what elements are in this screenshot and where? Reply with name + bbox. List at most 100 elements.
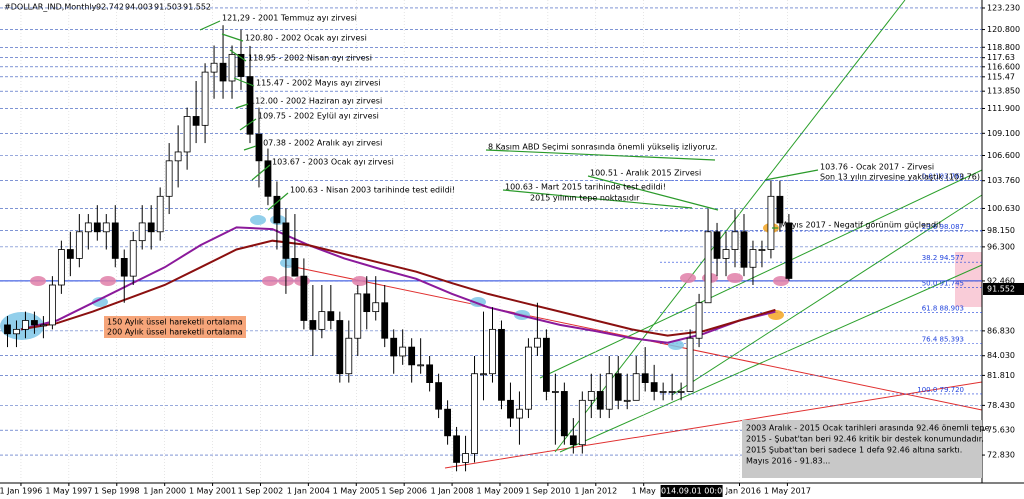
y-tick-label: 96.300 — [987, 242, 1015, 251]
candle-body — [498, 328, 505, 401]
candle-body — [704, 231, 712, 304]
fib-label: 38.2 94.577 — [922, 254, 964, 262]
legend-entry: 200 Aylık üssel hareketli ortalama — [107, 328, 243, 337]
x-tick-label: 1 Jan 2016 — [718, 487, 761, 496]
x-tick-label: 1 May 2001 — [189, 487, 236, 496]
x-tick-label: 1 Sep 2002 — [238, 487, 284, 496]
candle-body — [156, 195, 164, 233]
candle-body — [4, 324, 11, 335]
candle-body — [471, 373, 478, 454]
candle-body — [31, 320, 38, 326]
x-tick-label: 1 May 2005 — [333, 487, 380, 496]
moving-average — [20, 239, 776, 337]
candle-body — [273, 195, 281, 224]
y-tick-label: 103.760 — [987, 176, 1020, 185]
annotation-line — [485, 149, 716, 161]
candle-body — [605, 373, 613, 410]
info-line: 2003 Aralık - 2015 Ocak tarihleri arasın… — [746, 424, 989, 433]
legend-entry: 150 Aylık üssel hareketli ortalama — [107, 318, 243, 327]
candle-body — [417, 364, 425, 367]
fib-label: 61.8 88.903 — [922, 304, 964, 312]
annotation-line — [239, 118, 257, 131]
annotation-line — [235, 103, 249, 109]
annotation: 112.00 - 2002 Haziran ayı zirvesi — [250, 97, 382, 106]
candle-body — [641, 373, 649, 383]
legend-box — [104, 316, 246, 338]
info-box — [742, 420, 982, 478]
annotation: 109.75 - 2002 Eylül ayı zirvesi — [258, 112, 379, 121]
candle-body — [111, 222, 119, 259]
candle-body — [210, 62, 218, 73]
candle-body — [758, 249, 766, 251]
annotation: 115.47 - 2002 Mayıs ayı zirvesi — [256, 79, 381, 88]
candle-body — [102, 222, 110, 233]
y-tick-label: 84.030 — [987, 351, 1015, 360]
annotation: 100.63 - Nisan 2003 tarihinde test edild… — [290, 186, 455, 195]
candle-body — [713, 231, 721, 259]
info-line: 2015 - Şubat'tan beri 92.46 kritik bir d… — [746, 435, 984, 444]
candle-body — [372, 302, 380, 313]
candle-body — [426, 364, 434, 383]
marker — [100, 276, 116, 286]
trend-line — [444, 381, 983, 469]
candle-body — [282, 222, 290, 259]
annotation: Mayıs 2017 - Negatif görünüm güçlendi! — [780, 221, 942, 230]
marker — [92, 297, 108, 307]
price-tag — [983, 282, 1024, 295]
info-line: 2015 Şubat'tan beri sadece 1 defa 92.46 … — [746, 446, 962, 455]
candle-body — [489, 328, 496, 375]
candle-body — [731, 231, 739, 250]
y-tick-label: 115.47 — [987, 72, 1015, 81]
marker — [30, 276, 46, 286]
fib-label: 23.6 98.087 — [922, 223, 964, 231]
trend-line — [554, 0, 906, 453]
candle-body — [237, 53, 245, 77]
y-tick-label: 98.150 — [987, 226, 1015, 235]
candle-body — [686, 337, 694, 392]
candle-body — [668, 391, 676, 393]
candle-body — [399, 346, 407, 357]
y-tick-label: 92.460 — [987, 276, 1015, 285]
x-tick-label: 1 Jan 2008 — [431, 487, 474, 496]
marker — [250, 215, 266, 225]
candle-body — [623, 399, 631, 402]
candle-body — [542, 337, 550, 392]
x-tick-label: 1 May 1997 — [45, 487, 92, 496]
candle-body — [722, 249, 730, 259]
annotation-line — [251, 164, 271, 181]
candle-body — [444, 408, 451, 437]
ohlc-value: 94.003 — [125, 3, 153, 12]
candle-body — [183, 116, 191, 153]
candle-body — [48, 284, 56, 326]
y-tick-label: 116.600 — [987, 62, 1020, 71]
marker — [0, 312, 44, 340]
candle-body — [228, 53, 236, 82]
marker — [727, 273, 743, 283]
ohlc-value: 91.503 — [154, 3, 182, 12]
candle-body — [327, 311, 335, 321]
candle-body — [255, 133, 263, 162]
price-tag-label: 91.552 — [987, 284, 1015, 293]
candle-body — [129, 240, 137, 277]
candle-body — [614, 373, 622, 401]
candle-body — [300, 275, 308, 321]
annotation: 107.38 - 2002 Aralık ayı zirvesi — [258, 139, 382, 148]
marker — [262, 276, 278, 286]
fib-label: 50.0 91.745 — [922, 279, 964, 287]
trend-line — [671, 194, 983, 396]
candle-body — [740, 231, 748, 268]
annotation-line — [199, 20, 221, 31]
candle-body — [93, 222, 101, 233]
y-tick-label: 100.630 — [987, 204, 1020, 213]
info-line: Mayıs 2016 - 91.83... — [746, 457, 830, 466]
candle-body — [246, 76, 254, 135]
candle-body — [776, 195, 784, 224]
annotation-line — [229, 49, 247, 62]
candle-body — [480, 373, 487, 376]
x-tick-label: 1 Jan 2012 — [574, 487, 617, 496]
y-tick-label: 78.430 — [987, 401, 1015, 410]
trend-line — [559, 264, 983, 453]
fib-label: 76.4 85.393 — [922, 336, 964, 344]
candle-body — [291, 257, 299, 277]
annotation: 120.80 - 2002 Ocak ayı zirvesi — [245, 34, 367, 43]
